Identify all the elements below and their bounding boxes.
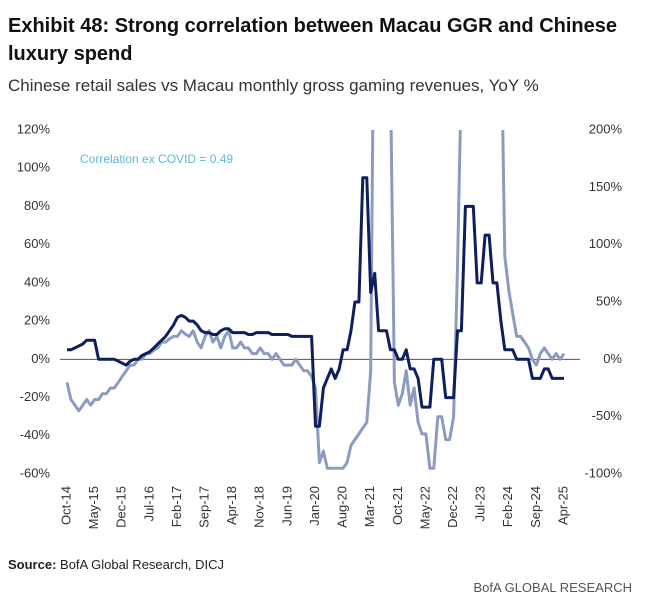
y-tick-label: 80% <box>24 198 50 213</box>
brand: BofA GLOBAL RESEARCH <box>473 580 632 595</box>
x-tick-label: Dec-15 <box>114 486 129 528</box>
x-tick-label: Feb-17 <box>169 486 184 527</box>
series-line <box>67 176 564 428</box>
series-line <box>65 130 566 470</box>
x-tick-label: Apr-18 <box>224 486 239 525</box>
y2-tick-label: -100% <box>584 465 622 480</box>
x-tick-label: Jun-19 <box>279 486 294 526</box>
y-tick-label: -60% <box>20 465 51 480</box>
x-tick-label: Apr-25 <box>555 486 570 525</box>
x-tick-label: Oct-14 <box>58 486 73 525</box>
x-tick-label: Jul-16 <box>141 486 156 521</box>
y-tick-label: 100% <box>17 160 51 175</box>
y2-tick-label: 100% <box>589 236 623 251</box>
y-tick-label: 20% <box>24 313 50 328</box>
x-tick-label: Feb-24 <box>500 486 515 527</box>
x-tick-label: May-15 <box>86 486 101 529</box>
y-tick-label: -40% <box>20 427 51 442</box>
x-tick-label: Sep-17 <box>196 486 211 528</box>
plot-area <box>65 130 566 470</box>
x-tick-label: Dec-22 <box>445 486 460 528</box>
source-text: BofA Global Research, DICJ <box>60 557 225 572</box>
y2-tick-label: 50% <box>596 293 622 308</box>
x-tick-label: Jan-20 <box>307 486 322 526</box>
x-tick-label: Jul-23 <box>473 486 488 521</box>
y-tick-label: 120% <box>17 121 51 136</box>
y2-tick-label: 150% <box>589 179 623 194</box>
x-tick-label: Aug-20 <box>335 486 350 528</box>
y2-tick-label: 0% <box>603 351 622 366</box>
x-tick-label: Mar-21 <box>362 486 377 527</box>
y2-tick-label: -50% <box>592 408 623 423</box>
source-label: Source: <box>8 557 57 572</box>
chart-title: Exhibit 48: Strong correlation between M… <box>8 15 618 65</box>
y2-tick-label: 200% <box>589 121 623 136</box>
y-tick-label: 40% <box>24 274 50 289</box>
y-tick-label: 60% <box>24 236 50 251</box>
chart-subtitle: Chinese retail sales vs Macau monthly gr… <box>8 76 539 95</box>
x-tick-label: Nov-18 <box>252 486 267 528</box>
x-tick-label: Sep-24 <box>528 486 543 528</box>
x-tick-label: Oct-21 <box>390 486 405 525</box>
source: Source: BofA Global Research, DICJ <box>8 557 224 572</box>
annotation: Correlation ex COVID = 0.49 <box>80 152 233 166</box>
y-tick-label: -20% <box>20 389 51 404</box>
x-tick-label: May-22 <box>417 486 432 529</box>
y-tick-label: 0% <box>31 351 50 366</box>
